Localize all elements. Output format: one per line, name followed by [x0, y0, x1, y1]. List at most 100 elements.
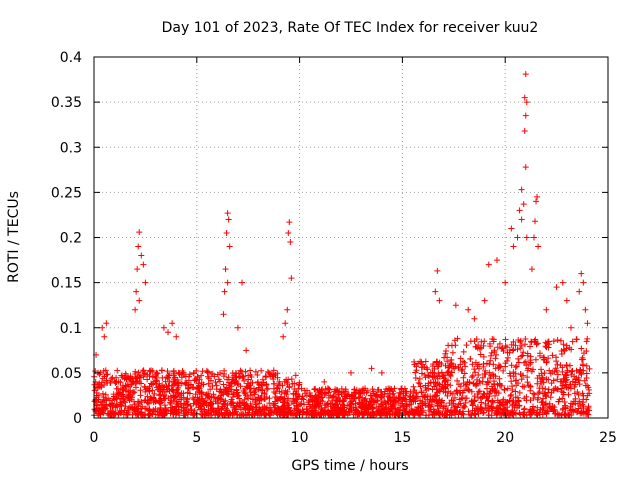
data-point — [483, 360, 490, 367]
data-point — [551, 368, 558, 375]
data-point — [248, 373, 255, 380]
data-point — [272, 393, 279, 400]
data-point — [431, 383, 438, 390]
data-point — [578, 270, 585, 277]
data-point — [485, 261, 492, 268]
data-point — [517, 411, 524, 418]
data-point — [288, 275, 295, 282]
data-point — [324, 410, 331, 417]
data-point — [170, 411, 177, 418]
data-point — [454, 377, 461, 384]
data-point — [313, 411, 320, 418]
data-point — [469, 402, 476, 409]
data-point — [460, 374, 467, 381]
data-point — [140, 261, 147, 268]
data-point — [439, 410, 446, 417]
data-point — [533, 410, 540, 417]
data-point — [554, 371, 561, 378]
data-point — [159, 374, 166, 381]
data-point — [357, 409, 364, 416]
data-point — [196, 400, 203, 407]
data-point — [411, 406, 418, 413]
data-point — [446, 364, 453, 371]
data-point — [554, 337, 561, 344]
data-point — [444, 392, 451, 399]
data-point — [111, 396, 118, 403]
data-point — [562, 405, 569, 412]
x-tick-label: 10 — [291, 430, 309, 446]
data-point — [363, 401, 370, 408]
data-point — [342, 386, 349, 393]
data-point — [213, 408, 220, 415]
data-point — [107, 379, 114, 386]
data-point — [518, 376, 525, 383]
data-point — [104, 371, 111, 378]
data-point — [126, 397, 133, 404]
data-point — [249, 379, 256, 386]
data-point — [404, 402, 411, 409]
data-point — [438, 360, 445, 367]
data-point — [93, 394, 100, 401]
data-point — [534, 375, 541, 382]
data-point — [512, 364, 519, 371]
data-point — [161, 386, 168, 393]
data-point — [583, 338, 590, 345]
data-point — [349, 393, 356, 400]
data-point — [221, 367, 228, 374]
data-point — [302, 390, 309, 397]
data-point — [370, 397, 377, 404]
data-point — [480, 409, 487, 416]
data-point — [229, 412, 236, 419]
data-point — [135, 243, 142, 250]
data-point — [256, 397, 263, 404]
data-point — [284, 402, 291, 409]
data-point — [375, 409, 382, 416]
data-point — [486, 369, 493, 376]
data-point — [416, 375, 423, 382]
data-point — [502, 406, 509, 413]
data-point — [431, 391, 438, 398]
data-point — [519, 383, 526, 390]
data-point — [496, 375, 503, 382]
data-point — [517, 371, 524, 378]
data-point — [218, 405, 225, 412]
data-point — [378, 402, 385, 409]
data-point — [235, 381, 242, 388]
data-point — [580, 396, 587, 403]
data-point — [445, 388, 452, 395]
data-point — [561, 402, 568, 409]
data-point — [397, 390, 404, 397]
data-point — [422, 358, 429, 365]
data-point — [441, 372, 448, 379]
data-point — [568, 371, 575, 378]
data-point — [476, 380, 483, 387]
data-point — [489, 405, 496, 412]
data-point — [132, 368, 139, 375]
data-point — [426, 396, 433, 403]
data-point — [234, 392, 241, 399]
data-point — [311, 386, 318, 393]
data-point — [412, 390, 419, 397]
data-point — [492, 355, 499, 362]
data-point — [442, 350, 449, 357]
y-axis-label: ROTI / TECUs — [6, 191, 22, 283]
data-point — [237, 373, 244, 380]
data-point — [475, 371, 482, 378]
data-point — [508, 378, 515, 385]
data-point — [232, 370, 239, 377]
data-point — [292, 372, 299, 379]
data-point — [567, 362, 574, 369]
data-point — [169, 320, 176, 327]
data-point — [434, 403, 441, 410]
data-point — [329, 394, 336, 401]
data-point — [278, 394, 285, 401]
data-point — [366, 403, 373, 410]
data-point — [510, 397, 517, 404]
data-point — [398, 402, 405, 409]
data-point — [486, 375, 493, 382]
data-point — [225, 216, 232, 223]
data-point — [332, 405, 339, 412]
data-point — [500, 367, 507, 374]
data-point — [325, 394, 332, 401]
data-point — [137, 374, 144, 381]
